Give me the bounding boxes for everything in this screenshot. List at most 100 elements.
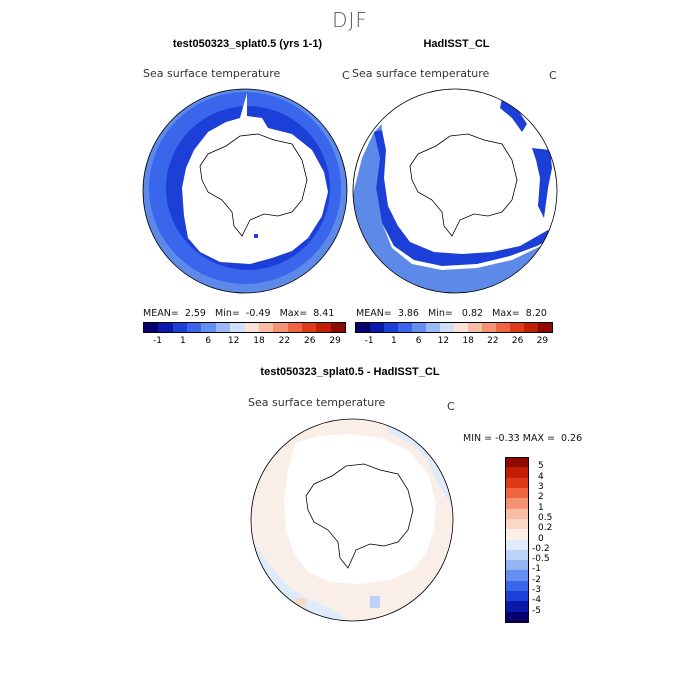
diff-colorbar-swatch	[505, 611, 529, 623]
diff-colorbar-labels: 5 4 3 2 1 0.5 0.2 0 -0.2 -0.5 -1 -2 -3 -4 -5	[532, 457, 574, 622]
diff-cool-patch	[370, 596, 380, 608]
panel-2-colorbar-tick: 18	[462, 336, 474, 346]
panel-1-colorbar-swatch	[273, 323, 288, 332]
panel-2-colorbar-tick: -1	[364, 336, 374, 346]
panel-2-subtitle: Sea surface temperature	[352, 67, 490, 80]
diff-colorbar-swatch	[505, 457, 529, 468]
diff-map-border	[250, 418, 454, 622]
panel-2-colorbar-tick: 12	[437, 336, 450, 346]
diff-colorbar-level: -5	[532, 605, 541, 616]
panel-1-colorbar-swatch	[201, 323, 216, 332]
panel-2-colorbar-swatch	[538, 323, 552, 332]
panel-2-mean-label: MEAN=	[356, 308, 392, 319]
diff-panel-title: test050323_splat0.5 - HadISST_CL	[260, 366, 440, 378]
panel-1-colorbar-swatch	[230, 323, 245, 332]
panel-1-colorbar-swatch	[144, 323, 159, 332]
diff-min-label: MIN =	[463, 433, 493, 444]
panel-2-title: HadISST_CL	[423, 38, 490, 50]
panel-1-title: test050323_splat0.5 (yrs 1-1)	[172, 38, 323, 50]
diff-colorbar-level: 0.2	[538, 523, 553, 534]
panel-2-colorbar-tick: 1	[391, 336, 397, 346]
diff-colorbar-level: -1	[532, 564, 541, 575]
season-title: DJF	[332, 8, 368, 32]
panel-2-colorbar-ticks: -1 1 6 12 18 22 26 29	[355, 336, 553, 350]
diff-colorbar	[505, 457, 529, 623]
panel-2-colorbar-swatch	[398, 323, 412, 332]
diff-sea-ice	[284, 434, 436, 584]
panel-2-colorbar-swatch	[468, 323, 482, 332]
diff-colorbar-swatch	[505, 570, 529, 582]
panel-1-sea-ice	[182, 93, 328, 264]
panel-2-max: 8.20	[525, 308, 547, 319]
panel-1-colorbar-swatch	[172, 323, 188, 332]
diff-colorbar-level: 5	[538, 461, 544, 472]
diff-max: 0.26	[560, 433, 583, 444]
diff-colorbar-level: 0	[538, 533, 544, 544]
panel-1-colorbar-tick: 12	[227, 336, 240, 346]
panel-1-colorbar-tick: 1	[180, 336, 186, 346]
panel-2-colorbar-swatch	[524, 323, 538, 332]
diff-colorbar-level: -3	[532, 585, 541, 596]
panel-2-colorbar-swatch	[482, 323, 496, 332]
panel-2-colorbar	[355, 322, 553, 333]
diff-colorbar-swatch	[505, 477, 529, 489]
panel-1-colorbar-tick: 22	[278, 336, 291, 346]
panel-2-colorbar-swatch	[496, 323, 510, 332]
panel-1-colorbar-tick: 18	[253, 336, 265, 346]
diff-colorbar-swatch	[505, 508, 529, 520]
diff-colorbar-swatch	[505, 601, 529, 613]
panel-2-colorbar-tick: 22	[487, 336, 499, 346]
diff-antarctica-coast	[305, 463, 414, 569]
diff-panel-subtitle: Sea surface temperature	[248, 396, 386, 409]
panel-1-colorbar-ticks: -1 1 6 12 18 22 26 29	[143, 336, 346, 350]
diff-min: -0.33	[495, 433, 520, 444]
panel-2-unit: C	[549, 69, 557, 82]
panel-1-antarctica-coast	[199, 133, 308, 237]
diff-stats: MIN = -0.33 MAX = 0.26	[463, 433, 582, 444]
panel-2-colorbar-swatch	[384, 323, 398, 332]
diff-colorbar-level: -2	[532, 574, 541, 585]
diff-colorbar-level: -4	[532, 595, 541, 606]
diff-colorbar-swatch	[505, 549, 529, 561]
diff-colorbar-level: -0.5	[532, 554, 550, 565]
panel-2-antarctica-coast	[409, 133, 518, 237]
panel-2-colorbar-swatch	[370, 323, 384, 332]
panel-2-mean: 3.86	[397, 308, 419, 319]
panel-1-min-label: Min=	[215, 308, 240, 319]
diff-max-label: MAX =	[522, 433, 555, 444]
panel-2-min: 0.82	[461, 308, 484, 319]
panel-2-ocean-east	[532, 148, 552, 218]
panel-2-colorbar-swatch	[440, 323, 454, 332]
panel-1-colorbar-tick: 26	[304, 336, 316, 346]
diff-colorbar-swatch	[505, 591, 529, 602]
panel-2-colorbar-swatch	[454, 323, 468, 332]
diff-map	[250, 418, 454, 622]
diff-colorbar-level: 1	[538, 502, 544, 513]
panel-2-min-label: Min=	[428, 308, 453, 319]
diff-colorbar-level: 3	[538, 481, 544, 492]
diff-colorbar-border	[505, 457, 529, 622]
panel-1-min: -0.49	[245, 308, 271, 319]
panel-1-max: 8.41	[313, 308, 335, 319]
panel-2-stats: MEAN= 3.86 Min= 0.82 Max= 8.20	[356, 308, 547, 319]
panel-1-colorbar-swatch	[287, 323, 302, 332]
diff-colorbar-level: 2	[538, 492, 544, 503]
diff-colorbar-swatch	[505, 580, 529, 592]
panel-1-map	[142, 88, 348, 294]
panel-1-colorbar-swatch	[258, 323, 274, 332]
panel-2-map-border	[352, 88, 558, 294]
diff-warm-patch	[296, 598, 306, 606]
diff-colorbar-swatch	[505, 518, 529, 530]
panel-1-colorbar-swatch	[158, 323, 173, 332]
panel-1-colorbar-tick: 6	[205, 336, 212, 346]
panel-1-max-label: Max=	[279, 308, 308, 319]
panel-2-colorbar-swatch	[356, 323, 370, 332]
diff-panel-unit: C	[447, 400, 455, 413]
diff-colorbar-swatch	[505, 560, 529, 571]
panel-1-colorbar	[143, 322, 346, 333]
panel-1-mean-label: MEAN=	[143, 308, 179, 319]
panel-1-mean: 2.59	[184, 308, 206, 319]
panel-1-ocean-cell	[254, 234, 258, 238]
panel-2-colorbar-tick: 29	[536, 336, 549, 346]
panel-1-colorbar-swatch	[316, 323, 331, 332]
